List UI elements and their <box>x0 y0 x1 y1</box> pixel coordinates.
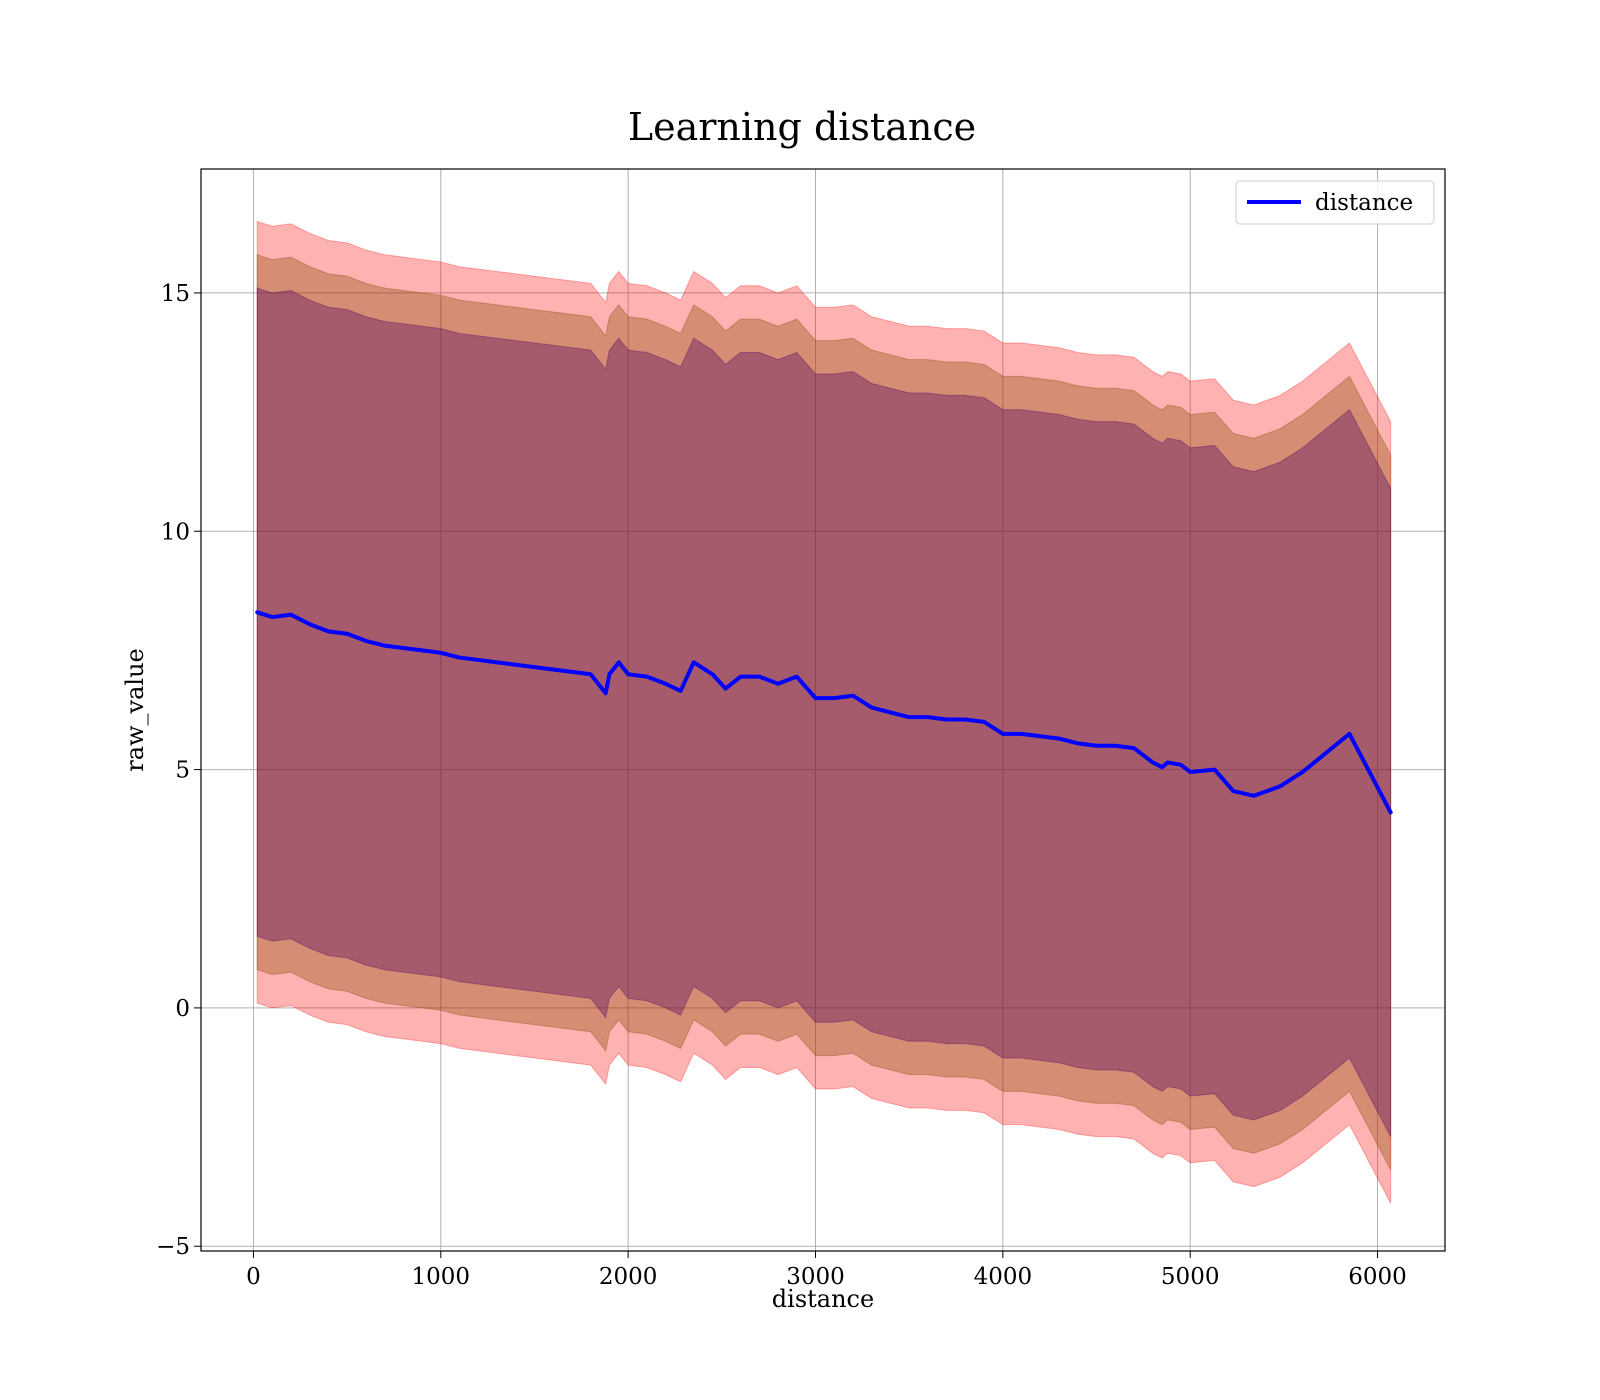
y-axis-label: raw_value <box>121 648 149 772</box>
confidence-band <box>256 220 1392 1204</box>
y-tick-label: −5 <box>156 1234 190 1260</box>
x-tick-label: 3000 <box>786 1264 845 1290</box>
legend-label-distance: distance <box>1315 190 1413 216</box>
y-tick-label: 10 <box>161 519 190 545</box>
y-tick-label: 5 <box>175 758 190 784</box>
legend: distance <box>1235 180 1435 225</box>
axis-ticks: 0 1000 2000 3000 4000 5000 6000 −5 0 5 10 15 <box>156 281 1407 1290</box>
y-tick-label: 0 <box>175 996 190 1022</box>
x-tick-label: 4000 <box>974 1264 1033 1290</box>
plot-frame <box>200 168 1446 1252</box>
confidence-bands <box>256 220 1392 1204</box>
legend-frame <box>1235 180 1435 225</box>
series-line-distance <box>255 610 1393 815</box>
grid-lines <box>201 169 1445 1251</box>
confidence-band <box>256 254 1392 1171</box>
x-axis-label: distance <box>772 1285 874 1313</box>
confidence-band <box>256 287 1392 1137</box>
series-lines <box>255 610 1393 815</box>
x-tick-label: 2000 <box>599 1264 658 1290</box>
chart-title: Learning distance <box>628 105 976 149</box>
x-tick-label: 1000 <box>412 1264 471 1290</box>
x-tick-label: 6000 <box>1348 1264 1407 1290</box>
x-tick-label: 0 <box>246 1264 261 1290</box>
x-tick-label: 5000 <box>1161 1264 1220 1290</box>
y-tick-label: 15 <box>161 281 190 307</box>
